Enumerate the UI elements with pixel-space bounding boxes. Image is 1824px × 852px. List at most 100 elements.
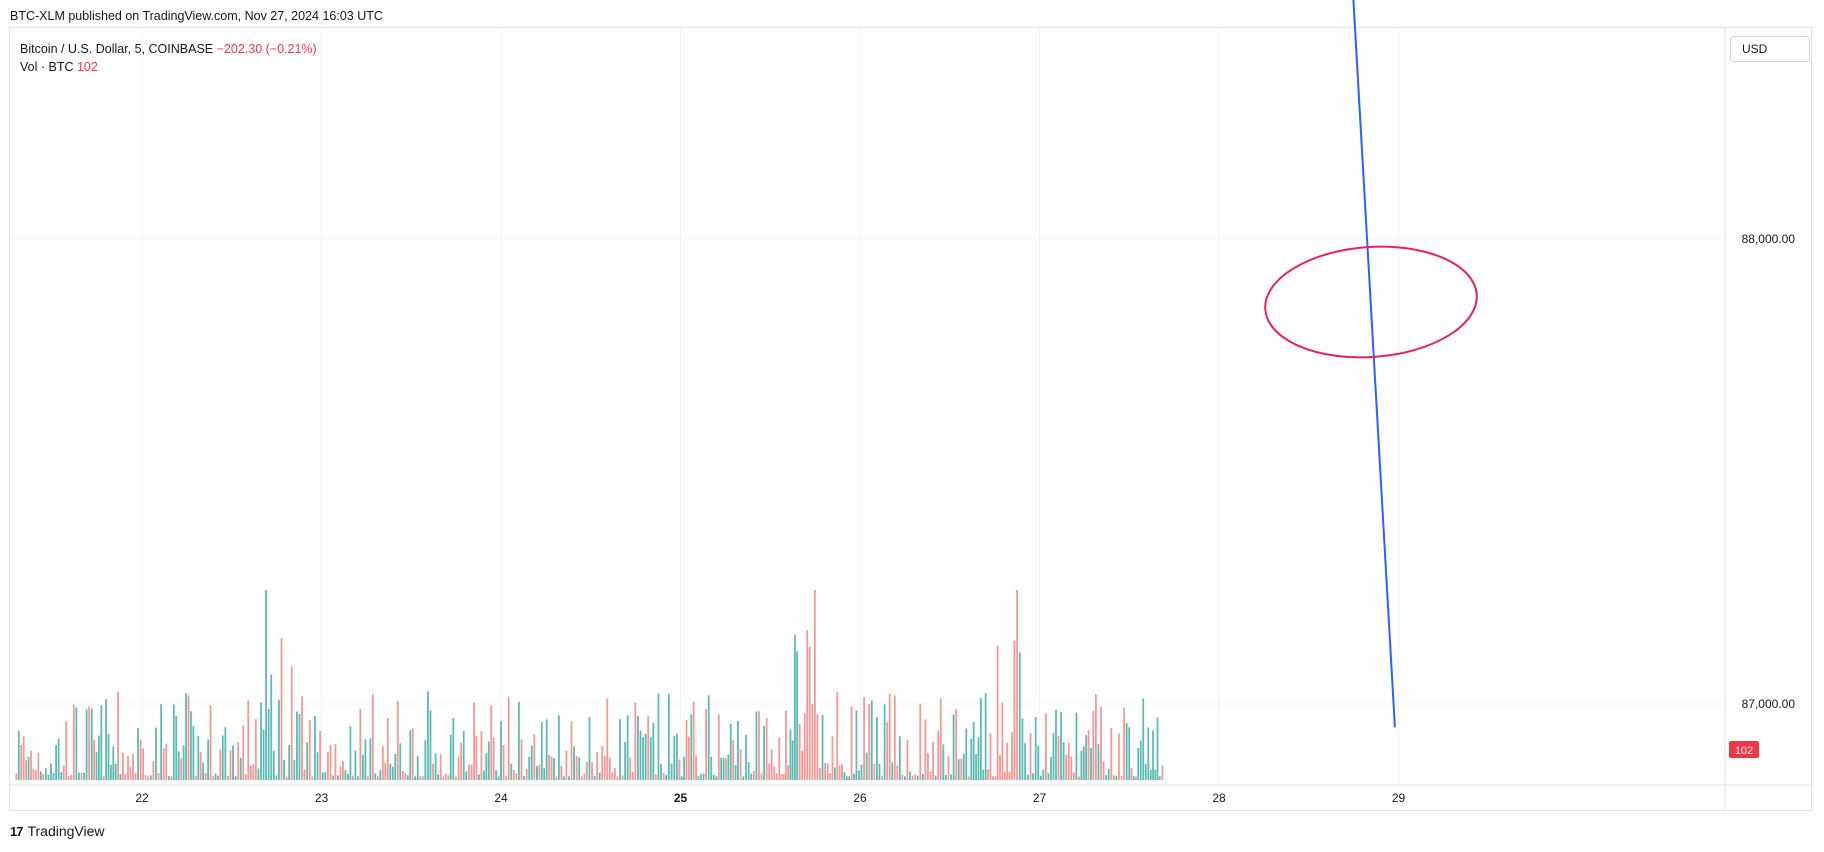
- volume-bar: [389, 763, 392, 780]
- volume-bar: [945, 774, 947, 780]
- volume-bar: [442, 776, 445, 780]
- volume-bar: [1142, 698, 1145, 780]
- volume-bar: [533, 734, 536, 780]
- volume-bar: [314, 716, 316, 780]
- volume-bar: [1092, 710, 1095, 780]
- volume-bar: [30, 750, 32, 780]
- volume-bar: [249, 765, 252, 780]
- volume-bar: [1052, 732, 1055, 780]
- volume-bar: [989, 733, 992, 780]
- highlight-circle: [1264, 245, 1478, 359]
- volume-bar: [934, 775, 937, 780]
- volume-bar: [437, 774, 440, 780]
- symbol-name[interactable]: Bitcoin / U.S. Dollar, 5, COINBASE: [20, 42, 214, 56]
- volume-bar: [813, 590, 816, 780]
- currency-button[interactable]: USD: [1730, 36, 1810, 62]
- volume-bar: [1120, 776, 1123, 780]
- volume-bar: [155, 727, 157, 780]
- time-axis-label: 22: [135, 791, 149, 805]
- volume-label[interactable]: Vol · BTC: [20, 60, 74, 74]
- volume-bar: [209, 705, 212, 780]
- volume-bar: [207, 739, 209, 780]
- volume-bar: [1095, 694, 1097, 780]
- volume-bar: [996, 645, 999, 780]
- volume-bar: [742, 776, 745, 780]
- volume-bar: [1144, 764, 1147, 780]
- volume-bar: [457, 756, 460, 780]
- volume-bar: [497, 776, 500, 780]
- volume-bar: [979, 697, 982, 780]
- volume-bar: [311, 776, 314, 780]
- volume-bar: [796, 651, 799, 780]
- volume-bar: [386, 718, 389, 780]
- volume-bar: [265, 590, 268, 780]
- volume-bar: [17, 730, 20, 780]
- volume-bar: [619, 719, 621, 780]
- volume-bar: [606, 698, 609, 780]
- volume-bar: [750, 773, 753, 780]
- volume-bar: [107, 733, 110, 780]
- volume-bar: [129, 767, 132, 780]
- volume-bar: [462, 730, 465, 780]
- volume-bar: [160, 704, 163, 780]
- volume-bar: [70, 775, 73, 780]
- volume-bar: [553, 757, 555, 780]
- volume-bar: [204, 772, 207, 780]
- volume-bar: [55, 744, 57, 780]
- time-axis-label: 23: [315, 791, 329, 805]
- volume-bar: [903, 776, 906, 780]
- volume-bar: [102, 776, 105, 780]
- volume-bar: [550, 756, 553, 780]
- volume-bar: [1003, 771, 1006, 780]
- volume-bar: [39, 771, 42, 780]
- time-axis-label: 27: [1033, 791, 1047, 805]
- volume-bar: [95, 752, 98, 780]
- volume-bar: [262, 729, 265, 780]
- volume-bar: [927, 752, 929, 780]
- volume-bar: [624, 741, 627, 780]
- volume-bar: [821, 714, 824, 780]
- volume-bar: [670, 763, 673, 780]
- time-axis-label: 26: [853, 791, 867, 805]
- volume-bar: [601, 746, 604, 780]
- volume-bar: [683, 756, 685, 780]
- volume-bar: [573, 746, 575, 780]
- volume-bar: [1090, 747, 1092, 780]
- volume-bar: [227, 775, 229, 780]
- volume-bar: [1062, 742, 1065, 780]
- volume-bar: [157, 773, 160, 780]
- volume-bar: [416, 755, 419, 780]
- tradingview-branding[interactable]: 17 TradingView: [10, 823, 105, 839]
- volume-bar: [725, 758, 727, 780]
- time-axis-label: 28: [1212, 791, 1226, 805]
- volume-bar: [829, 773, 831, 780]
- volume-bar: [1075, 712, 1078, 780]
- volume-bar: [919, 703, 922, 780]
- volume-bar: [1006, 742, 1009, 780]
- volume-bar: [1055, 709, 1057, 780]
- volume-bar: [727, 754, 730, 780]
- volume-bar: [593, 775, 596, 780]
- volume-bar: [214, 773, 217, 780]
- published-header: BTC-XLM published on TradingView.com, No…: [10, 9, 383, 23]
- volume-bar: [873, 763, 876, 780]
- volume-bar: [399, 743, 402, 780]
- volume-bar: [85, 709, 88, 780]
- volume-bar: [824, 762, 827, 780]
- volume-bar: [528, 756, 531, 780]
- volume-bar: [352, 775, 354, 780]
- volume-bar: [530, 745, 533, 780]
- volume-bar: [580, 776, 583, 780]
- volume-bar: [878, 764, 881, 780]
- volume-bar: [177, 751, 180, 780]
- volume-bar: [1008, 771, 1011, 780]
- volume-bar: [1001, 702, 1004, 780]
- volume-bar: [47, 774, 50, 780]
- volume-bar: [588, 716, 591, 780]
- volume-bar: [811, 703, 814, 780]
- volume-bar: [970, 738, 973, 780]
- volume-bar: [745, 734, 747, 780]
- volume-bar: [1026, 774, 1029, 780]
- volume-bar: [538, 764, 541, 780]
